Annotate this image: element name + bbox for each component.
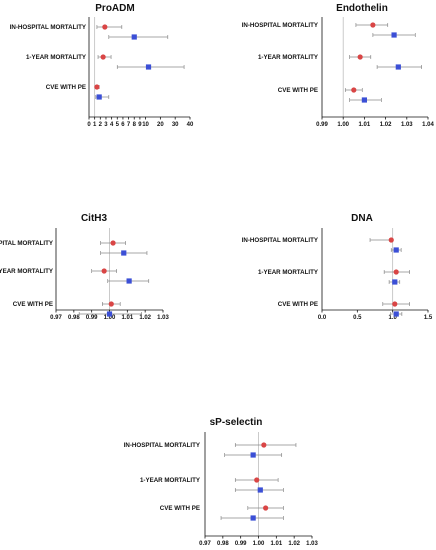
chart-title-endothelin: Endothelin <box>336 3 388 14</box>
estimate-point-circle <box>110 240 116 246</box>
row-label-in-hospital-mortality: IN-HOSPITAL MORTALITY <box>0 240 54 247</box>
chart-title-proadm: ProADM <box>95 3 134 14</box>
estimate-point-circle <box>100 54 106 60</box>
x-tick-label: 1.02 <box>288 541 300 547</box>
x-tick-label: 1.03 <box>306 541 318 547</box>
estimate-point-square <box>391 32 397 38</box>
x-tick-label: 1.04 <box>422 122 434 128</box>
estimate-point-circle <box>351 87 357 93</box>
x-tick-label: 1.00 <box>337 122 349 128</box>
estimate-point-square <box>106 311 113 317</box>
x-tick-label: 1.5 <box>424 315 433 321</box>
row-label-cve-with-pe: CVE WITH PE <box>160 505 200 512</box>
row-label-cve-with-pe: CVE WITH PE <box>13 301 53 308</box>
estimate-point-circle <box>393 269 399 275</box>
x-tick-label: 1.02 <box>380 122 392 128</box>
estimate-point-circle <box>392 301 398 307</box>
row-label-1-year-mortality: 1-YEAR MORTALITY <box>140 477 201 484</box>
estimate-point-circle <box>263 505 269 511</box>
estimate-point-square <box>395 64 401 70</box>
estimate-point-square <box>131 34 137 40</box>
x-tick-label: 0.99 <box>86 315 98 321</box>
estimate-point-square <box>361 97 367 103</box>
x-tick-label: 3 <box>104 122 108 128</box>
estimate-point-circle <box>370 22 376 28</box>
estimate-point-square <box>96 94 102 100</box>
forest-plot-endothelin: Endothelin 0.99 1.00 1.01 1.02 1.03 1.04 IN-HOS… <box>242 3 435 128</box>
estimate-point-square <box>145 64 152 70</box>
estimate-point-square <box>393 311 399 317</box>
row-label-1-year-mortality: 1-YEAR MORTALITY <box>258 54 319 61</box>
x-tick-label: 1 <box>93 122 97 128</box>
forest-plot-cith3: CitH3 0.97 0.98 0.99 1.00 1.01 1.02 1.03 IN-HOSP… <box>0 213 169 321</box>
estimate-point-square <box>250 515 256 521</box>
estimate-point-square <box>392 279 398 285</box>
estimate-point-circle <box>261 442 267 448</box>
x-tick-label: 0.0 <box>318 315 327 321</box>
estimate-point-circle <box>388 237 394 243</box>
estimate-point-square <box>121 250 127 256</box>
x-tick-label: 0 <box>87 122 91 128</box>
x-tick-label: 7 <box>127 122 131 128</box>
row-label-1-year-mortality: 1-YEAR MORTALITY <box>0 268 54 275</box>
estimate-point-square <box>126 278 132 284</box>
x-tick-label: 5 <box>116 122 120 128</box>
x-tick-label: 1.03 <box>157 315 169 321</box>
x-tick-label: 0.99 <box>235 541 247 547</box>
estimate-point-circle <box>94 84 100 90</box>
row-label-in-hospital-mortality: IN-HOSPITAL MORTALITY <box>242 237 319 244</box>
x-tick-label: 0.99 <box>316 122 328 128</box>
row-label-1-year-mortality: 1-YEAR MORTALITY <box>258 269 319 276</box>
row-label-in-hospital-mortality: IN-HOSPITAL MORTALITY <box>10 24 87 31</box>
estimate-point-circle <box>108 301 114 307</box>
chart-title-sp-selectin: sP-selectin <box>210 417 263 428</box>
x-tick-label: 1.01 <box>121 315 133 321</box>
x-tick-label: 6 <box>121 122 125 128</box>
x-tick-label: 0.98 <box>68 315 80 321</box>
row-label-cve-with-pe: CVE WITH PE <box>278 87 318 94</box>
x-tick-label: 8 <box>133 122 137 128</box>
estimate-point-circle <box>101 268 107 274</box>
x-tick-label: 1.00 <box>104 315 116 321</box>
estimate-point-square <box>393 247 399 253</box>
chart-title-dna: DNA <box>351 213 373 224</box>
x-tick-label: 0.97 <box>199 541 211 547</box>
x-tick-label: 9 <box>138 122 142 128</box>
estimate-point-circle <box>357 54 363 60</box>
x-tick-label: 2 <box>99 122 103 128</box>
x-tick-label: 30 <box>172 122 179 128</box>
forest-plot-dna: DNA 0.0 0.5 1.0 1.5 IN-HOSPITAL MORTALITY 1-YE… <box>242 213 433 321</box>
row-label-in-hospital-mortality: IN-HOSPITAL MORTALITY <box>242 22 319 29</box>
forest-plot-proadm: ProADM 0 1 2 3 4 5 6 7 8 9 10 20 30 40 IN-HOSPITAL MORT… <box>10 3 194 128</box>
estimate-point-square <box>257 487 263 493</box>
x-tick-label: 0.5 <box>353 315 362 321</box>
x-tick-label: 1.00 <box>253 541 265 547</box>
x-tick-label: 0.97 <box>50 315 62 321</box>
x-tick-label: 1.03 <box>401 122 413 128</box>
x-tick-label: 1.01 <box>270 541 282 547</box>
x-tick-label: 10 <box>142 122 149 128</box>
x-tick-label: 1.0 <box>388 315 397 321</box>
chart-title-cith3: CitH3 <box>81 213 108 224</box>
estimate-point-circle <box>102 24 108 30</box>
estimate-point-square <box>250 452 256 458</box>
x-tick-label: 1.01 <box>359 122 371 128</box>
x-tick-label: 4 <box>110 122 114 128</box>
row-label-cve-with-pe: CVE WITH PE <box>278 301 318 308</box>
estimate-point-circle <box>254 477 260 483</box>
row-label-1-year-mortality: 1-YEAR MORTALITY <box>26 54 87 61</box>
row-label-cve-with-pe: CVE WITH PE <box>46 84 86 91</box>
forest-plot-sp-selectin: sP-selectin 0.97 0.98 0.99 1.00 1.01 1.02 1.03 I… <box>124 417 319 547</box>
x-tick-label: 40 <box>187 122 194 128</box>
x-tick-label: 0.98 <box>217 541 229 547</box>
x-tick-label: 20 <box>157 122 164 128</box>
x-tick-label: 1.02 <box>139 315 151 321</box>
row-label-in-hospital-mortality: IN-HOSPITAL MORTALITY <box>124 442 201 449</box>
